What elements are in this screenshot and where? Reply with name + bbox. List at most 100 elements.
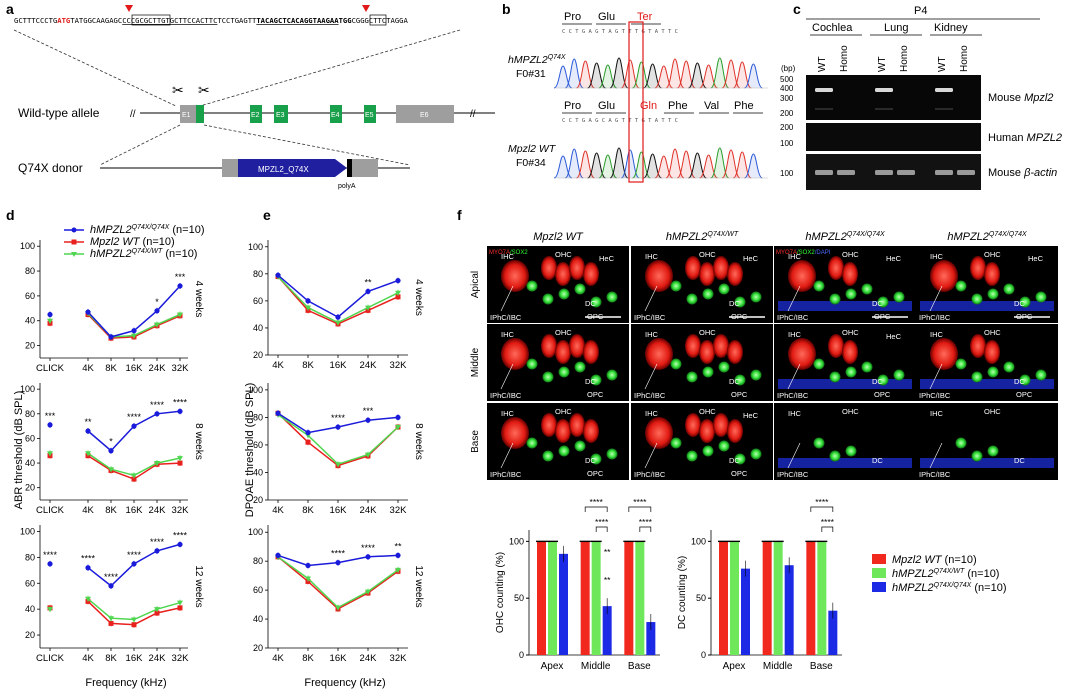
row-label: Middle bbox=[470, 347, 481, 377]
cell-label: DC bbox=[585, 377, 596, 386]
data-point bbox=[131, 333, 137, 339]
cell-label: DC bbox=[1014, 299, 1025, 308]
exon-5 bbox=[364, 105, 376, 123]
significance-label: * bbox=[109, 437, 113, 447]
lane-label: Homo bbox=[839, 45, 850, 72]
gel-band-faint bbox=[875, 108, 893, 110]
cell-label: OPC bbox=[731, 469, 748, 478]
bar bbox=[624, 541, 634, 655]
chromatogram-peak bbox=[744, 63, 763, 89]
support-cell bbox=[590, 296, 602, 308]
x-tick-label: 8K bbox=[105, 363, 117, 374]
ohc-cell bbox=[699, 262, 715, 286]
significance-label: **** bbox=[104, 572, 119, 582]
panel-label-f: f bbox=[457, 207, 462, 223]
support-cell bbox=[955, 280, 967, 292]
data-point bbox=[365, 589, 371, 595]
significance-bracket bbox=[628, 506, 652, 512]
aa-label-stop: Ter bbox=[637, 11, 653, 23]
x-tick-label: 4K bbox=[82, 505, 94, 516]
cell-label: OHC bbox=[699, 328, 716, 337]
legend-marker bbox=[71, 227, 77, 233]
y-tick-label: 60 bbox=[253, 440, 263, 450]
age-label: 12 weeks bbox=[413, 565, 424, 607]
significance-label: ** bbox=[84, 417, 92, 427]
support-cell bbox=[893, 291, 905, 303]
aa-label: Pro bbox=[564, 100, 581, 112]
x-tick-label: 4K bbox=[82, 653, 94, 664]
aa-label: Glu bbox=[598, 11, 615, 23]
ohc-cell bbox=[713, 334, 729, 358]
y-tick-label: 20 bbox=[25, 630, 35, 640]
ihc-cell bbox=[930, 260, 958, 292]
panel-label-c: c bbox=[793, 1, 801, 17]
ohc-cell bbox=[685, 334, 701, 358]
gel-band-beta-actin bbox=[935, 170, 953, 175]
cell-label: IPhC/IBC bbox=[490, 313, 522, 322]
support-cell bbox=[845, 366, 857, 378]
ihc-cell bbox=[501, 260, 529, 292]
x-tick-label: 24K bbox=[149, 653, 167, 664]
support-cell bbox=[987, 366, 999, 378]
ohc-cell bbox=[727, 262, 743, 286]
cell-label: IHC bbox=[930, 252, 944, 261]
data-point bbox=[131, 476, 137, 482]
column-title: hMPZL2Q74X/WT bbox=[666, 231, 739, 243]
pointer-line bbox=[644, 442, 658, 469]
pointer-line bbox=[787, 285, 801, 312]
data-point bbox=[85, 451, 91, 457]
data-point bbox=[365, 305, 371, 311]
cell-label: DC bbox=[872, 377, 883, 386]
y-tick-label: 80 bbox=[253, 269, 263, 279]
gel-label: Mouse β-actin bbox=[988, 167, 1057, 179]
cell-label: IPhC/IBC bbox=[634, 313, 666, 322]
lane-label: WT bbox=[937, 56, 948, 72]
data-point bbox=[305, 429, 311, 436]
ohc-cell bbox=[685, 413, 701, 437]
ohc-cell bbox=[569, 256, 585, 280]
bar bbox=[762, 541, 772, 655]
x-tick-label: 8K bbox=[302, 653, 314, 664]
bar bbox=[817, 541, 827, 655]
cell-label: DC bbox=[585, 456, 596, 465]
support-cell bbox=[1003, 283, 1015, 295]
ohc-cell bbox=[970, 334, 986, 358]
cell-label: OHC bbox=[699, 407, 716, 416]
exon-1 bbox=[180, 105, 196, 123]
sample-id: F0#34 bbox=[516, 157, 546, 169]
gel-2 bbox=[806, 123, 981, 151]
support-cell bbox=[1019, 296, 1031, 308]
support-cell bbox=[893, 369, 905, 381]
y-tick-label: 100 bbox=[20, 384, 35, 394]
x-tick-label: 32K bbox=[390, 653, 408, 664]
y-tick-label: 20 bbox=[25, 483, 35, 493]
exon-6 bbox=[396, 105, 454, 123]
data-point bbox=[47, 422, 53, 428]
ohc-cell bbox=[541, 334, 557, 358]
data-point bbox=[395, 567, 401, 573]
support-cell bbox=[813, 358, 825, 370]
dapi-band bbox=[920, 379, 1054, 389]
support-cell bbox=[526, 280, 538, 292]
x-tick-label: 24K bbox=[149, 363, 167, 374]
aa-label: Phe bbox=[668, 100, 688, 112]
y-tick-label: 0 bbox=[519, 650, 524, 660]
bar bbox=[730, 541, 739, 655]
ohc-cell bbox=[583, 340, 599, 364]
support-cell bbox=[526, 437, 538, 449]
exon-4 bbox=[330, 105, 342, 123]
scissors-icon: ✂ bbox=[198, 82, 210, 98]
pointer-line bbox=[929, 363, 943, 390]
data-point bbox=[335, 560, 341, 566]
ohc-cell bbox=[828, 334, 844, 358]
data-point bbox=[131, 622, 137, 628]
x-tick-label: 32K bbox=[390, 505, 408, 516]
chromatogram-top bbox=[553, 57, 768, 89]
data-point bbox=[305, 439, 311, 445]
data-point bbox=[365, 554, 371, 560]
significance-bracket bbox=[810, 506, 834, 512]
donor-label: Q74X donor bbox=[18, 161, 83, 175]
data-point bbox=[108, 334, 114, 340]
y-tick-label: 40 bbox=[25, 316, 35, 326]
cell-label: OPC bbox=[874, 390, 891, 399]
